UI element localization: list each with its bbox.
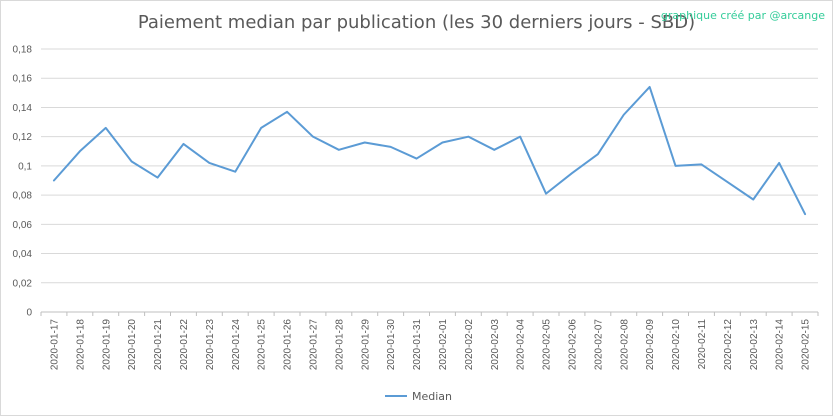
x-tick-label: 2020-02-08 [619, 319, 630, 371]
legend: Median [385, 390, 452, 403]
y-tick-label: 0,14 [13, 103, 33, 114]
x-tick-label: 2020-02-09 [645, 319, 656, 371]
x-tick-label: 2020-01-27 [308, 319, 319, 371]
x-tick-label: 2020-01-20 [127, 319, 138, 371]
chart-credit: graphique créé par @arcange [660, 9, 825, 22]
x-tick-label: 2020-01-24 [231, 319, 242, 371]
x-tick-label: 2020-02-01 [438, 319, 449, 371]
x-tick-label: 2020-02-06 [567, 319, 578, 371]
y-tick-label: 0,16 [13, 74, 33, 85]
x-tick-label: 2020-01-31 [412, 319, 423, 371]
x-tick-label: 2020-01-17 [49, 319, 60, 371]
series-line-median [52, 85, 807, 216]
gridlines [41, 48, 818, 313]
x-tick-label: 2020-02-07 [593, 319, 604, 371]
x-tick-label: 2020-02-02 [464, 319, 475, 371]
x-tick-label: 2020-02-13 [749, 319, 760, 371]
y-tick-label: 0,06 [13, 220, 33, 231]
x-tick-label: 2020-02-15 [801, 319, 812, 371]
x-tick-label: 2020-01-29 [360, 319, 371, 371]
y-tick-label: 0,02 [13, 278, 33, 289]
x-tick-label: 2020-01-26 [283, 319, 294, 371]
series-lines [52, 85, 807, 216]
y-tick-label: 0,12 [13, 132, 33, 143]
y-tick-label: 0,18 [13, 45, 33, 56]
x-axis-ticks: 2020-01-17 2020-01-18 2020-01-19 2020-01-20… [40, 312, 819, 371]
x-tick-label: 2020-01-23 [205, 319, 216, 371]
x-tick-label: 2020-01-28 [334, 319, 345, 371]
legend-label-median: Median [412, 390, 452, 403]
y-tick-label: 0 [26, 308, 32, 319]
x-tick-label: 2020-02-14 [775, 319, 786, 371]
chart-title: Paiement median par publication (les 30 … [137, 12, 696, 33]
x-tick-label: 2020-01-18 [75, 319, 86, 371]
y-tick-label: 0,1 [18, 161, 32, 172]
x-tick-label: 2020-02-03 [490, 319, 501, 371]
x-tick-label: 2020-02-12 [723, 319, 734, 371]
x-tick-label: 2020-01-19 [101, 319, 112, 371]
x-tick-label: 2020-01-21 [153, 319, 164, 371]
y-axis-ticks: 0 0,02 0,04 0,06 0,08 0,1 0,12 0,14 0,16 0,18 [13, 45, 33, 319]
x-tick-label: 2020-02-11 [697, 319, 708, 370]
y-tick-label: 0,04 [13, 249, 33, 260]
x-tick-label: 2020-01-25 [257, 319, 268, 371]
x-tick-label: 2020-02-10 [671, 319, 682, 371]
y-tick-label: 0,08 [13, 191, 33, 202]
x-tick-label: 2020-02-04 [516, 319, 527, 371]
x-tick-label: 2020-01-22 [179, 319, 190, 371]
x-tick-label: 2020-02-05 [542, 319, 553, 371]
x-tick-label: 2020-01-30 [386, 319, 397, 371]
